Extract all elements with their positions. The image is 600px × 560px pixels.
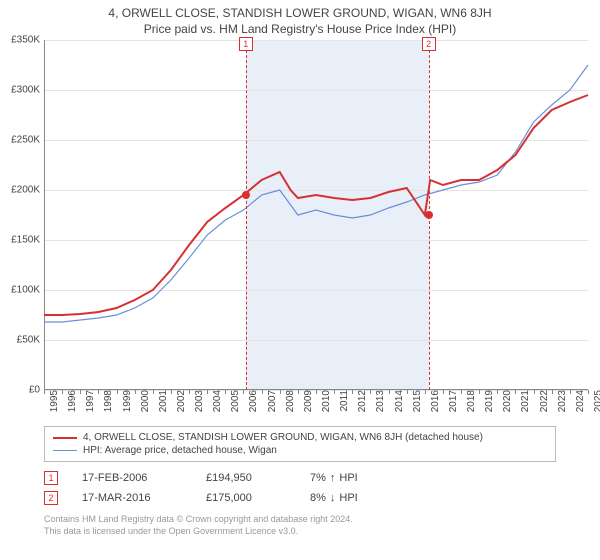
x-tick-label: 2002 — [174, 390, 187, 412]
x-tick-label: 1997 — [83, 390, 96, 412]
x-tick-label: 2000 — [138, 390, 151, 412]
x-tick-label: 2014 — [392, 390, 405, 412]
x-tick-label: 2012 — [355, 390, 368, 412]
x-tick-label: 2004 — [210, 390, 223, 412]
x-tick-label: 2024 — [573, 390, 586, 412]
legend-label: HPI: Average price, detached house, Wiga… — [83, 445, 277, 456]
footer-line: This data is licensed under the Open Gov… — [44, 526, 556, 538]
x-tick-label: 1996 — [65, 390, 78, 412]
x-tick-label: 2003 — [192, 390, 205, 412]
sale-price: £194,950 — [206, 472, 286, 484]
y-tick-label: £300K — [11, 85, 44, 96]
x-tick-label: 2001 — [156, 390, 169, 412]
sale-delta: 7% ↑ HPI — [310, 472, 358, 484]
x-tick-label: 2021 — [518, 390, 531, 412]
x-tick-label: 2011 — [337, 390, 350, 412]
x-tick-label: 1995 — [47, 390, 60, 412]
sale-delta: 8% ↓ HPI — [310, 492, 358, 504]
legend-item: HPI: Average price, detached house, Wiga… — [53, 444, 547, 457]
x-tick-label: 2018 — [464, 390, 477, 412]
chart-subtitle: Price paid vs. HM Land Registry's House … — [0, 20, 600, 40]
y-tick-label: £0 — [29, 385, 44, 396]
x-tick-label: 2013 — [373, 390, 386, 412]
y-tick-label: £350K — [11, 35, 44, 46]
marker-badge: 1 — [239, 37, 253, 51]
x-tick-label: 1999 — [120, 390, 133, 412]
legend-item: 4, ORWELL CLOSE, STANDISH LOWER GROUND, … — [53, 431, 547, 444]
legend-box: 4, ORWELL CLOSE, STANDISH LOWER GROUND, … — [44, 426, 556, 462]
x-tick-label: 2010 — [319, 390, 332, 412]
y-tick-label: £150K — [11, 235, 44, 246]
x-tick-label: 2017 — [446, 390, 459, 412]
chart-container: 4, ORWELL CLOSE, STANDISH LOWER GROUND, … — [0, 0, 600, 560]
line-series-svg — [44, 40, 588, 390]
x-tick-label: 1998 — [101, 390, 114, 412]
marker-badge: 2 — [422, 37, 436, 51]
arrow-down-icon: ↓ — [330, 492, 336, 504]
sales-table: 1 17-FEB-2006 £194,950 7% ↑ HPI 2 17-MAR… — [44, 468, 556, 508]
table-row: 2 17-MAR-2016 £175,000 8% ↓ HPI — [44, 488, 556, 508]
sale-price: £175,000 — [206, 492, 286, 504]
sale-badge: 1 — [44, 471, 58, 485]
series-property — [44, 95, 588, 315]
y-tick-label: £200K — [11, 185, 44, 196]
sale-date: 17-FEB-2006 — [82, 472, 182, 484]
footer-attribution: Contains HM Land Registry data © Crown c… — [44, 514, 556, 537]
x-tick-label: 2016 — [428, 390, 441, 412]
legend-label: 4, ORWELL CLOSE, STANDISH LOWER GROUND, … — [83, 432, 483, 443]
footer-line: Contains HM Land Registry data © Crown c… — [44, 514, 556, 526]
legend-swatch — [53, 450, 77, 451]
sale-date: 17-MAR-2016 — [82, 492, 182, 504]
series-hpi — [44, 65, 588, 322]
marker-dot — [425, 211, 433, 219]
x-tick-label: 2005 — [228, 390, 241, 412]
x-tick-label: 2023 — [555, 390, 568, 412]
y-tick-label: £250K — [11, 135, 44, 146]
x-tick-label: 2019 — [482, 390, 495, 412]
x-tick-label: 2008 — [283, 390, 296, 412]
chart-title: 4, ORWELL CLOSE, STANDISH LOWER GROUND, … — [0, 0, 600, 20]
marker-dot — [242, 191, 250, 199]
x-tick-label: 2022 — [537, 390, 550, 412]
x-tick-label: 2020 — [500, 390, 513, 412]
x-tick-label: 2015 — [410, 390, 423, 412]
legend-swatch — [53, 437, 77, 439]
x-tick-label: 2009 — [301, 390, 314, 412]
table-row: 1 17-FEB-2006 £194,950 7% ↑ HPI — [44, 468, 556, 488]
y-tick-label: £50K — [17, 335, 44, 346]
x-tick-label: 2007 — [265, 390, 278, 412]
chart-plot-area: 12 £0£50K£100K£150K£200K£250K£300K£350K … — [44, 40, 588, 390]
arrow-up-icon: ↑ — [330, 472, 336, 484]
y-tick-label: £100K — [11, 285, 44, 296]
x-tick-label: 2006 — [246, 390, 259, 412]
sale-badge: 2 — [44, 491, 58, 505]
x-tick-label: 2025 — [591, 390, 600, 412]
